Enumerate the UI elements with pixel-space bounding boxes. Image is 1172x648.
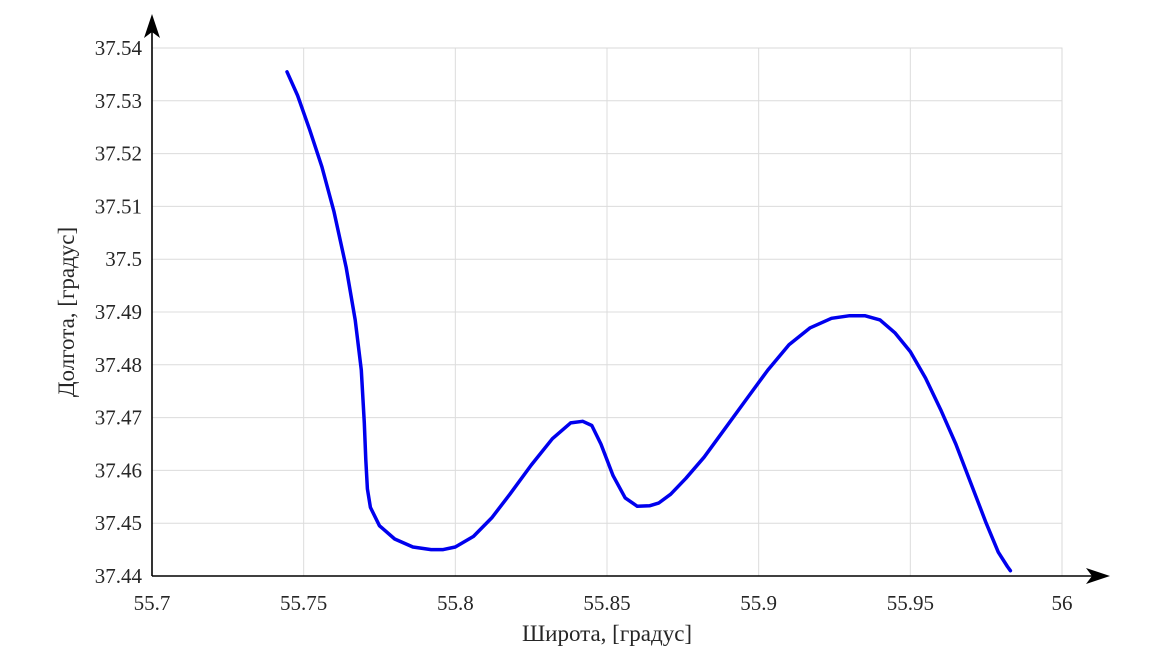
- y-tick-label: 37.53: [95, 89, 142, 113]
- y-tick-label: 37.46: [95, 458, 142, 482]
- x-tick-label: 55.75: [280, 591, 327, 615]
- y-tick-label: 37.54: [95, 36, 143, 60]
- y-ticks-layer: 37.44 37.45 37.46 37.47 37.48 37.49 37.5 37.51 3…: [95, 36, 143, 588]
- grid-layer: [151, 47, 1063, 577]
- y-axis-title: Долгота, [градус]: [54, 227, 79, 397]
- y-tick-label: 37.48: [95, 353, 142, 377]
- y-tick-label: 37.44: [95, 564, 143, 588]
- y-tick-label: 37.52: [95, 142, 142, 166]
- x-ticks-layer: 55.7 55.75 55.8 55.85 55.9 55.95 56: [134, 591, 1073, 615]
- x-axis-arrow: [1086, 568, 1110, 584]
- x-tick-label: 55.9: [740, 591, 777, 615]
- y-axis-arrow: [144, 14, 160, 38]
- x-tick-label: 55.7: [134, 591, 171, 615]
- y-tick-label: 37.49: [95, 300, 142, 324]
- series-line: [285, 70, 1013, 573]
- y-tick-label: 37.5: [105, 247, 142, 271]
- y-tick-label: 37.45: [95, 511, 142, 535]
- x-tick-label: 55.95: [887, 591, 934, 615]
- x-tick-label: 55.8: [437, 591, 474, 615]
- x-axis-title: Широта, [градус]: [522, 621, 692, 646]
- axes-layer: [144, 14, 1110, 584]
- x-tick-label: 56: [1052, 591, 1073, 615]
- y-tick-label: 37.47: [95, 406, 142, 430]
- y-tick-label: 37.51: [95, 194, 142, 218]
- x-tick-label: 55.85: [583, 591, 630, 615]
